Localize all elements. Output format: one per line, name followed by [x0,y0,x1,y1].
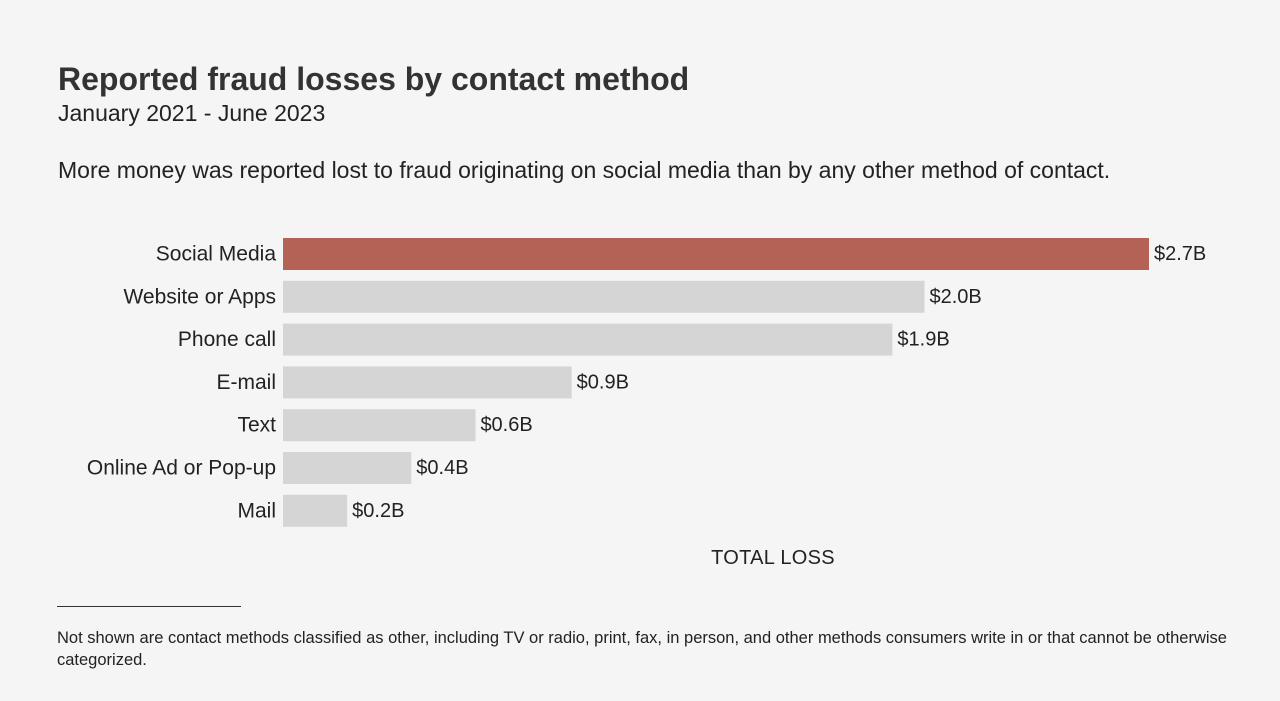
x-axis-title: TOTAL LOSS [711,547,835,569]
bar-phone-call [283,323,893,356]
bar-text [283,409,476,442]
bar-chart: Social Media $2.7B Website or Apps $2.0B Pho… [87,238,1206,569]
footnote-divider [57,606,241,607]
value-label: $0.9B [577,371,629,393]
bar-website-or-apps [283,280,925,313]
value-label: $2.0B [929,286,981,308]
category-label: Mail [237,499,276,522]
bar-online-ad-or-pop-up [283,452,412,484]
chart-title: Reported fraud losses by contact method [58,61,690,97]
value-label: $2.7B [1154,243,1206,265]
category-label: Social Media [156,243,277,266]
bar-social-media [283,238,1149,270]
bar-mail [283,494,348,527]
footnote: Not shown are contact methods classified… [57,629,1227,669]
category-label: E-mail [216,371,276,394]
value-label: $0.2B [352,500,404,522]
value-label: $0.6B [480,414,532,436]
category-label: Online Ad or Pop-up [87,457,276,480]
bars-group: Social Media $2.7B Website or Apps $2.0B Pho… [87,238,1206,527]
category-label: Website or Apps [123,285,276,308]
category-label: Phone call [178,328,276,351]
value-label: $1.9B [897,329,949,351]
chart-description: More money was reported lost to fraud or… [58,157,1111,183]
chart-subtitle: January 2021 - June 2023 [58,100,326,126]
value-label: $0.4B [416,457,468,479]
bar-e-mail [283,366,572,399]
category-label: Text [237,414,276,437]
